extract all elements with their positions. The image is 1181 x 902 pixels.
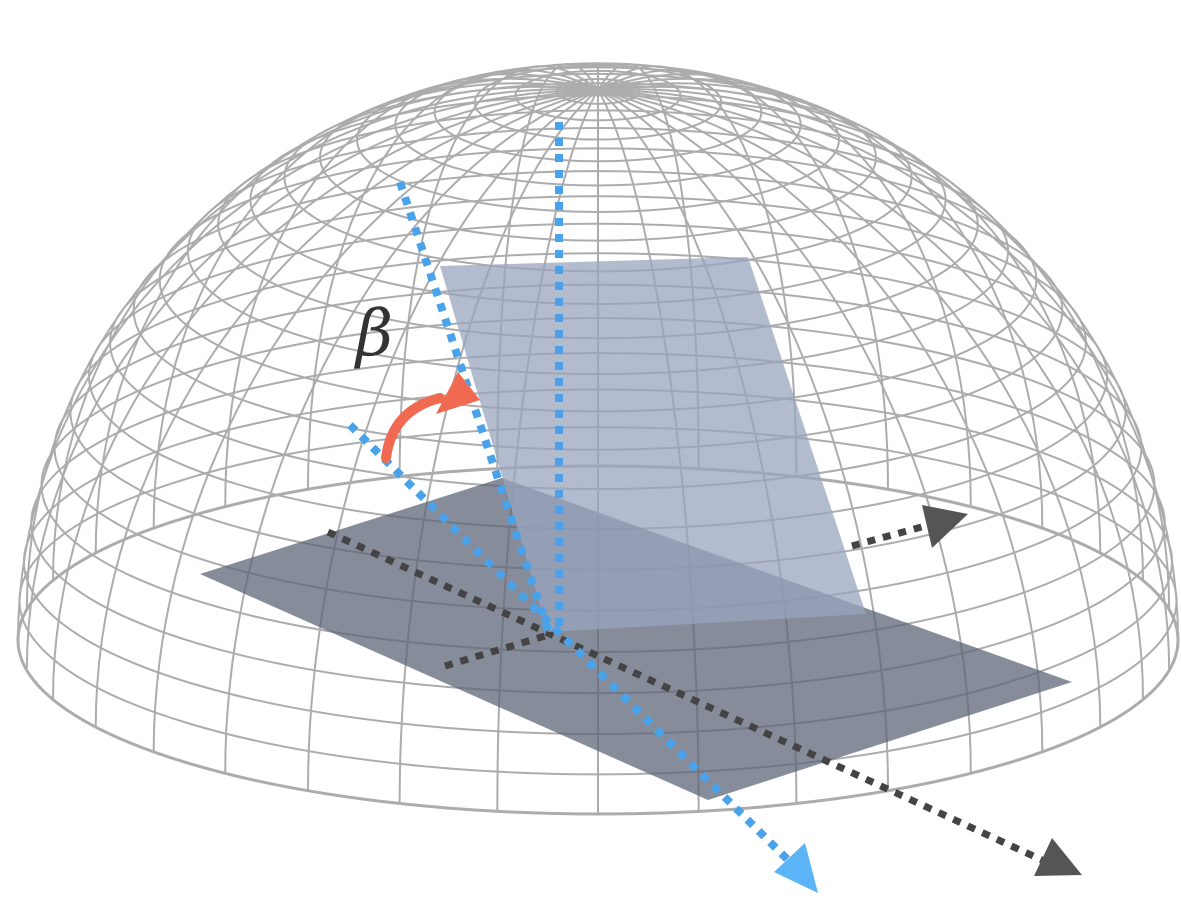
ground-plane — [200, 478, 1072, 800]
dark-arrowhead-bottom-right — [1034, 838, 1082, 876]
meridian-line — [597, 77, 1044, 529]
angle-arc — [381, 393, 445, 463]
meridian-line — [52, 85, 599, 581]
meridian-line — [597, 89, 1171, 671]
meridian-line — [52, 89, 599, 700]
dark-axis-right — [851, 522, 926, 550]
meridian-line — [94, 89, 599, 728]
dark-arrowhead-right — [922, 505, 968, 548]
angle-beta-label: β — [354, 297, 393, 371]
dark-axes — [326, 505, 1082, 876]
meridian-line — [398, 65, 599, 477]
meridian-line — [152, 77, 599, 529]
tilted-plane — [440, 257, 866, 632]
meridian-line — [25, 88, 599, 610]
blue-axes — [347, 122, 818, 893]
meridian-line — [597, 89, 1144, 700]
meridian-line — [597, 89, 1044, 752]
dark-axis-short — [443, 632, 547, 670]
meridian-line — [597, 68, 889, 490]
blue-diagonal-axis — [347, 422, 793, 865]
meridian-line — [25, 89, 599, 671]
meridian-line — [597, 89, 1102, 728]
meridian-line — [597, 85, 1144, 581]
meridian-line — [597, 88, 1171, 610]
angle-arrowhead — [436, 372, 480, 414]
meridian-line — [224, 89, 599, 774]
angle-beta-marker: β — [354, 297, 480, 463]
meridian-line — [597, 73, 972, 507]
dark-axis-diagonal — [326, 528, 1044, 864]
meridian-line — [224, 73, 599, 507]
meridian-line — [597, 65, 798, 477]
meridian-line — [597, 89, 972, 774]
meridian-line — [152, 89, 599, 752]
blue-arrowhead — [774, 843, 818, 893]
meridian-line — [94, 82, 599, 554]
